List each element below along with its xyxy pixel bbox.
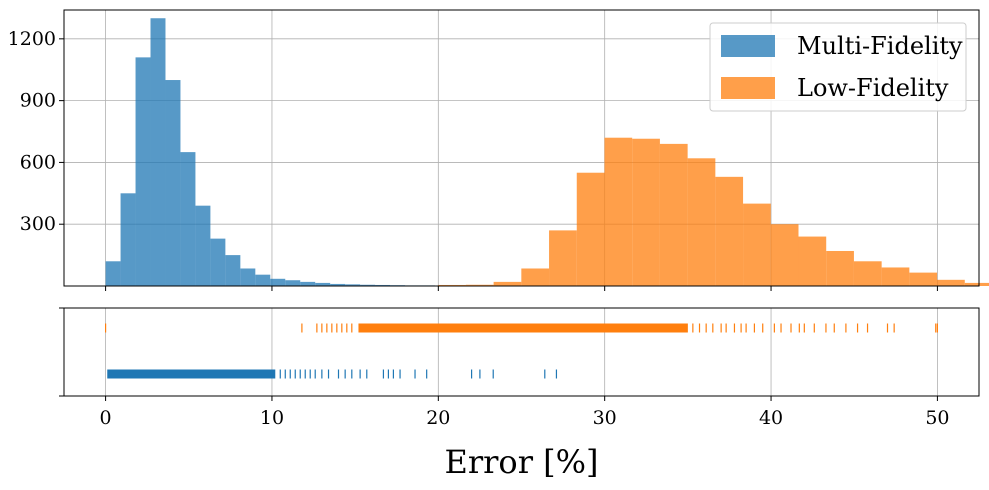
y-tick-label: 900	[20, 90, 56, 112]
histogram-axes-frame	[63, 9, 980, 287]
legend-label-low-fidelity: Low-Fidelity	[797, 74, 949, 102]
legend: Multi-Fidelity Low-Fidelity	[709, 22, 967, 112]
bar-low-fidelity	[770, 224, 799, 286]
bar-multi-fidelity	[285, 280, 301, 286]
bar-low-fidelity	[576, 172, 605, 286]
bar-low-fidelity	[909, 272, 938, 286]
bar-low-fidelity	[549, 230, 577, 286]
histogram-bars	[105, 18, 989, 287]
bar-multi-fidelity	[270, 278, 286, 286]
rug-marks	[104, 323, 939, 379]
x-tick-label: 20	[426, 407, 450, 429]
bar-low-fidelity	[881, 267, 910, 286]
bar-multi-fidelity	[165, 80, 181, 287]
x-tick-label: 30	[593, 407, 617, 429]
bar-multi-fidelity	[135, 57, 151, 286]
bar-low-fidelity	[438, 284, 466, 286]
y-tick-label: 600	[20, 151, 56, 173]
bar-multi-fidelity	[315, 282, 331, 286]
bar-low-fidelity	[632, 138, 660, 286]
bar-multi-fidelity	[300, 281, 316, 286]
bar-multi-fidelity	[120, 193, 136, 286]
rug-grid	[105, 308, 938, 396]
bar-low-fidelity	[604, 137, 633, 286]
bar-multi-fidelity	[240, 268, 256, 286]
bar-low-fidelity	[937, 279, 965, 286]
y-tick-label: 300	[20, 213, 56, 235]
bar-low-fidelity	[521, 268, 550, 286]
bar-low-fidelity	[687, 158, 716, 286]
bar-multi-fidelity	[345, 284, 361, 286]
bar-multi-fidelity	[255, 274, 271, 286]
bar-low-fidelity	[715, 176, 744, 286]
legend-swatch-low-fidelity	[721, 77, 775, 99]
x-axis-label: Error [%]	[444, 443, 598, 481]
bar-low-fidelity	[964, 282, 989, 286]
bar-low-fidelity	[826, 250, 854, 286]
bar-low-fidelity	[659, 143, 688, 286]
histogram-ticks: 300 600 900 1200	[8, 28, 938, 291]
rug-dense-multi-fidelity	[107, 369, 276, 379]
bar-multi-fidelity	[150, 18, 166, 287]
x-tick-label: 50	[925, 407, 949, 429]
rug-axes-frame	[63, 307, 980, 397]
bar-multi-fidelity	[210, 238, 226, 286]
rug-dense-low-fidelity	[358, 323, 688, 333]
bar-multi-fidelity	[180, 152, 196, 286]
legend-swatch-multi-fidelity	[721, 35, 775, 57]
bar-multi-fidelity	[105, 261, 121, 286]
bar-low-fidelity	[465, 284, 494, 286]
bar-low-fidelity	[493, 281, 522, 286]
bar-multi-fidelity	[330, 283, 346, 286]
bar-low-fidelity	[743, 203, 771, 286]
x-tick-label: 40	[759, 407, 783, 429]
bar-multi-fidelity	[375, 284, 391, 286]
bar-multi-fidelity	[195, 205, 211, 286]
x-tick-label: 10	[260, 407, 284, 429]
bar-multi-fidelity	[225, 255, 241, 286]
legend-label-multi-fidelity: Multi-Fidelity	[797, 32, 963, 60]
bar-multi-fidelity	[360, 284, 376, 286]
bar-low-fidelity	[798, 236, 827, 286]
rug-ticks: 0 10 20 30 40 50	[59, 307, 950, 429]
x-tick-label: 0	[100, 407, 112, 429]
bar-low-fidelity	[853, 261, 882, 286]
y-tick-label: 1200	[8, 28, 56, 50]
